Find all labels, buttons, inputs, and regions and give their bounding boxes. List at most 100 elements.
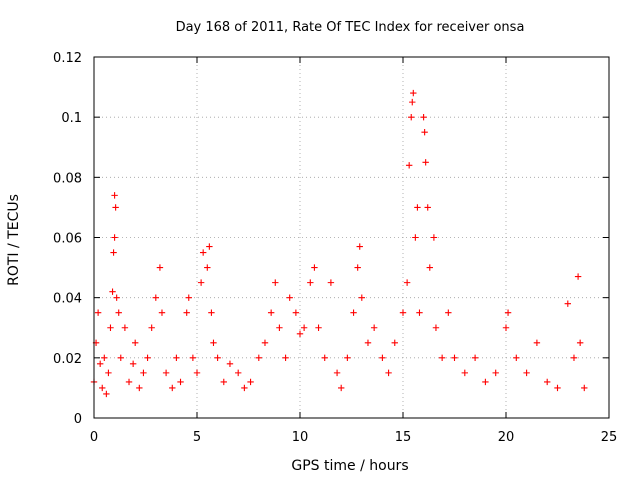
data-point bbox=[300, 324, 308, 331]
data-point bbox=[424, 204, 431, 211]
data-point bbox=[183, 309, 190, 316]
data-point bbox=[296, 330, 304, 337]
data-point bbox=[574, 273, 582, 280]
data-point bbox=[492, 369, 499, 377]
data-point bbox=[420, 113, 427, 121]
data-point bbox=[282, 354, 289, 362]
data-point bbox=[482, 378, 489, 386]
data-point bbox=[115, 309, 122, 316]
data-point bbox=[327, 279, 335, 286]
data-point bbox=[385, 369, 392, 377]
data-point bbox=[247, 378, 254, 386]
x-tick-label: 20 bbox=[498, 430, 515, 445]
data-point bbox=[414, 204, 421, 211]
data-point bbox=[136, 384, 143, 392]
y-tick-label: 0.08 bbox=[53, 171, 82, 186]
plot-frame bbox=[93, 56, 610, 419]
data-point bbox=[416, 309, 423, 316]
y-tick-label: 0 bbox=[74, 412, 82, 427]
data-point bbox=[315, 324, 322, 331]
x-tick-labels: 0 5 10 15 20 25 bbox=[90, 430, 617, 445]
data-point bbox=[117, 354, 124, 362]
data-point bbox=[364, 339, 372, 346]
data-point bbox=[432, 324, 440, 331]
data-point bbox=[576, 339, 584, 346]
data-point bbox=[132, 339, 139, 346]
data-point bbox=[405, 162, 413, 169]
grid-lines bbox=[94, 57, 609, 418]
data-point bbox=[354, 264, 361, 271]
data-point bbox=[504, 309, 512, 316]
x-tick-label: 10 bbox=[292, 430, 309, 445]
data-point bbox=[101, 354, 108, 362]
x-tick-label: 5 bbox=[193, 430, 201, 445]
data-point bbox=[422, 159, 429, 166]
axis-ticks bbox=[93, 56, 610, 419]
data-point bbox=[177, 378, 184, 386]
data-point bbox=[185, 294, 192, 301]
data-point bbox=[409, 98, 416, 106]
data-point bbox=[261, 339, 269, 346]
data-point bbox=[307, 279, 314, 286]
x-tick-label: 15 bbox=[395, 430, 412, 445]
data-point bbox=[426, 264, 433, 271]
data-point bbox=[189, 354, 197, 362]
data-point bbox=[152, 294, 159, 301]
data-point bbox=[208, 309, 215, 316]
data-point bbox=[193, 369, 201, 377]
data-point bbox=[226, 360, 234, 368]
data-point bbox=[173, 354, 180, 362]
data-point bbox=[502, 324, 510, 331]
y-tick-label: 0.12 bbox=[53, 51, 82, 66]
data-point bbox=[370, 324, 378, 331]
data-point bbox=[94, 309, 102, 316]
data-point bbox=[158, 309, 166, 316]
data-point bbox=[206, 243, 213, 250]
data-point bbox=[121, 324, 129, 331]
x-axis-title: GPS time / hours bbox=[291, 458, 408, 474]
data-point bbox=[358, 294, 365, 301]
data-point bbox=[272, 279, 279, 286]
x-tick-label: 0 bbox=[90, 430, 98, 445]
y-tick-labels: 0 0.02 0.04 0.06 0.08 0.1 0.12 bbox=[53, 51, 82, 427]
data-point bbox=[408, 113, 415, 121]
data-point bbox=[267, 309, 275, 316]
data-point bbox=[286, 294, 293, 301]
data-point bbox=[461, 369, 468, 377]
data-point bbox=[533, 339, 541, 346]
y-axis-title: ROTI / TECUs bbox=[6, 194, 22, 286]
data-point bbox=[96, 360, 104, 368]
data-point bbox=[445, 309, 452, 316]
data-point bbox=[333, 369, 341, 377]
data-point bbox=[169, 384, 176, 392]
y-tick-label: 0.06 bbox=[53, 232, 82, 247]
data-point bbox=[197, 279, 205, 286]
data-point bbox=[162, 369, 170, 377]
data-point bbox=[350, 309, 357, 316]
data-point bbox=[391, 339, 398, 346]
data-point bbox=[99, 384, 106, 392]
data-point bbox=[356, 243, 363, 250]
data-points bbox=[90, 89, 588, 398]
y-tick-label: 0.1 bbox=[61, 111, 82, 126]
y-tick-label: 0.02 bbox=[53, 352, 82, 367]
data-point bbox=[140, 369, 147, 377]
data-point bbox=[111, 192, 118, 199]
data-point bbox=[113, 294, 120, 301]
data-point bbox=[111, 234, 118, 241]
data-point bbox=[513, 354, 520, 362]
data-point bbox=[403, 279, 411, 286]
data-point bbox=[544, 378, 551, 386]
data-point bbox=[220, 378, 227, 386]
data-point bbox=[321, 354, 328, 362]
data-point bbox=[235, 369, 242, 377]
data-point bbox=[438, 354, 446, 362]
data-point bbox=[430, 234, 438, 241]
data-point bbox=[581, 384, 588, 392]
data-point bbox=[109, 288, 116, 295]
data-point bbox=[129, 360, 137, 368]
data-point bbox=[412, 234, 419, 241]
data-point bbox=[410, 89, 417, 97]
data-point bbox=[276, 324, 283, 331]
